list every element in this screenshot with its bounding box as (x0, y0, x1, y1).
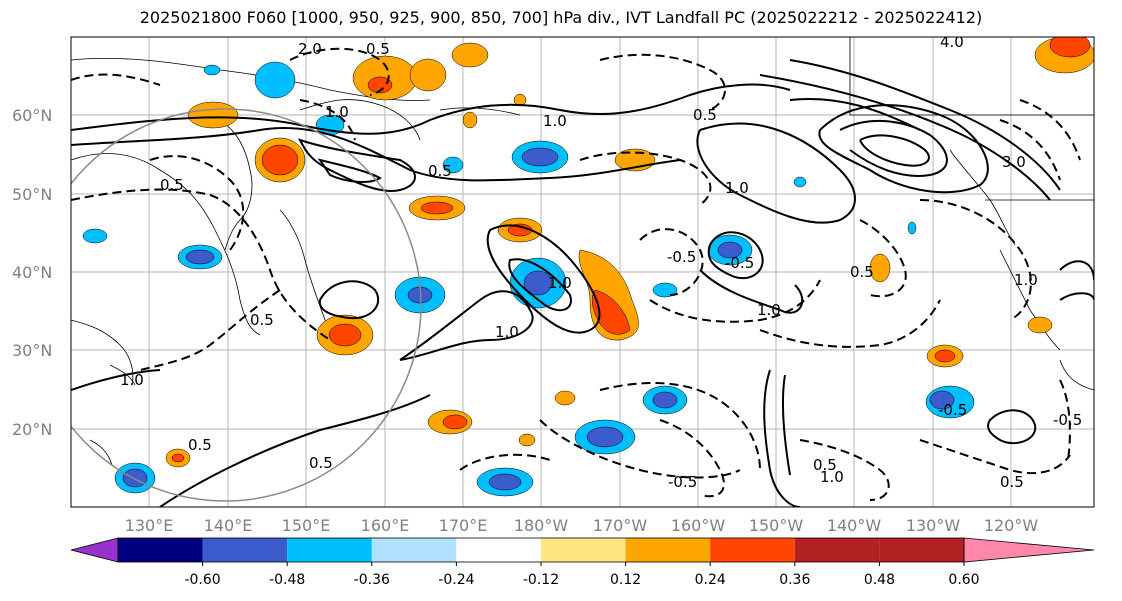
lon-tick-label: 160°E (361, 516, 410, 535)
solid-contours (71, 59, 1094, 507)
contour-label: 1.0 (757, 301, 781, 319)
lon-tick-label: 160°W (671, 516, 726, 535)
lon-tick-label: 130°W (906, 516, 961, 535)
lat-tick-label: 60°N (12, 106, 52, 125)
contour-label: 1.0 (820, 468, 844, 486)
colorbar-segment (710, 538, 795, 562)
colorbar-segment (118, 538, 203, 562)
colorbar-tick-label: -0.24 (438, 572, 474, 588)
colorbar-tick-label: 0.36 (779, 572, 810, 588)
contour-label: 2.0 (298, 40, 322, 58)
colorbar-segment (879, 538, 964, 562)
colorbar-segment (371, 538, 457, 562)
colorbar-tick-label: -0.12 (523, 572, 559, 588)
contour-label: 1.0 (1014, 271, 1038, 289)
lon-tick-label: 140°W (827, 516, 882, 535)
colorbar-segment (202, 538, 288, 562)
lon-tick-label: 150°E (282, 516, 331, 535)
colorbar-segment (541, 538, 626, 562)
lat-tick-label: 40°N (12, 263, 52, 282)
lon-tick-label: 140°E (204, 516, 253, 535)
contour-label: -0.5 (938, 401, 967, 419)
contour-label: 1.0 (548, 274, 572, 292)
contour-label: -0.5 (667, 248, 696, 266)
colorbar-tick-label: -0.60 (184, 572, 220, 588)
contour-label: 1.0 (120, 371, 144, 389)
contour-label: 0.5 (188, 436, 212, 454)
contour-label: 0.5 (1000, 473, 1024, 491)
contour-label: 0.5 (250, 311, 274, 329)
contour-label: 0.5 (160, 176, 184, 194)
filled-anomalies (82, 37, 1094, 497)
lon-tick-label: 170°W (593, 516, 648, 535)
colorbar-tick-label: -0.36 (354, 572, 390, 588)
radius-circle (71, 108, 422, 502)
colorbar-segment (456, 538, 541, 562)
colorbar-segment (794, 538, 880, 562)
colorbar-tick-label: 0.12 (610, 572, 641, 588)
contour-label: 0.5 (428, 162, 452, 180)
colorbar-tick-label: 0.48 (864, 572, 895, 588)
colorbar-extend-high (963, 537, 1095, 563)
colorbar-segment (287, 538, 372, 562)
lat-tick-label: 20°N (12, 420, 52, 439)
map-frame (70, 36, 1095, 508)
contour-label: 0.5 (366, 40, 390, 58)
map-plot-area: 2.0 0.5 1.0 0.5 1.0 0.5 1.0 -0.5 1.0 0.5… (71, 33, 1094, 507)
colorbar-extend-low (70, 537, 119, 563)
colorbar-segment (625, 538, 711, 562)
contour-label: 0.5 (693, 106, 717, 124)
lon-tick-label: 180°W (514, 516, 569, 535)
contour-label: 1.0 (543, 112, 567, 130)
lon-tick-label: 130°E (125, 516, 174, 535)
contour-label: -0.5 (668, 473, 697, 491)
contour-label: 0.5 (813, 456, 837, 474)
contour-label: -0.5 (725, 254, 754, 272)
lat-labels: 60°N 50°N 40°N 30°N 20°N (12, 106, 52, 439)
colorbar: -0.60 -0.48 -0.36 -0.24 -0.12 0.12 0.24 … (70, 537, 1095, 588)
map-title: 2025021800 F060 [1000, 950, 925, 900, 85… (139, 8, 983, 27)
dashed-contours (71, 47, 1081, 501)
lon-tick-label: 150°W (749, 516, 804, 535)
lon-tick-label: 120°W (984, 516, 1039, 535)
contour-label: 1.0 (495, 323, 519, 341)
contour-label: 4.0 (940, 33, 964, 51)
contour-label: -0.5 (1053, 411, 1082, 429)
contour-label: 1.0 (325, 103, 349, 121)
contour-label: 3.0 (1002, 153, 1026, 171)
colorbar-tick-label: 0.60 (948, 572, 979, 588)
contour-label: 0.5 (309, 454, 333, 472)
contour-label: 0.5 (850, 263, 874, 281)
lon-labels: 130°E 140°E 150°E 160°E 170°E 180°W 170°… (125, 516, 1039, 535)
contour-label: 1.0 (725, 179, 749, 197)
contour-labels: 2.0 0.5 1.0 0.5 1.0 0.5 1.0 -0.5 1.0 0.5… (120, 33, 1082, 491)
lat-tick-label: 50°N (12, 185, 52, 204)
colorbar-tick-label: -0.48 (269, 572, 305, 588)
lon-tick-label: 170°E (439, 516, 488, 535)
lat-tick-label: 30°N (12, 341, 52, 360)
colorbar-tick-label: 0.24 (695, 572, 726, 588)
